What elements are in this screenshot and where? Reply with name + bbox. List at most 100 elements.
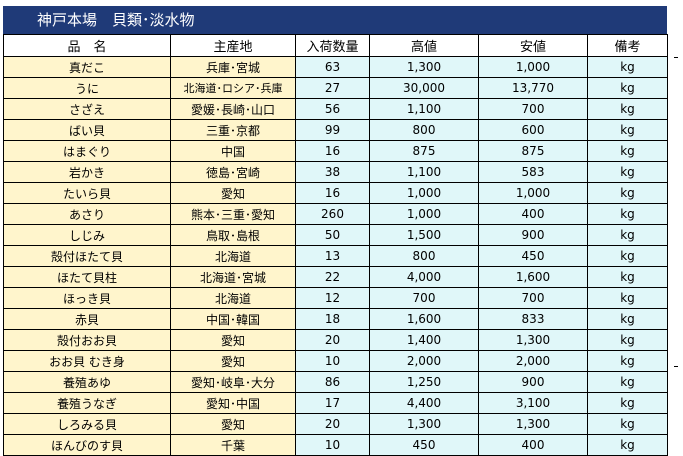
unit: kg bbox=[587, 392, 668, 414]
table-row: 殻付ほたて貝 北海道 13 800 450 kg bbox=[3, 245, 668, 267]
high-price: 4,000 bbox=[369, 266, 479, 288]
origin: 北海道･ロシア･兵庫 bbox=[170, 77, 296, 99]
product-name: ばい貝 bbox=[3, 119, 171, 141]
origin: 中国 bbox=[170, 140, 296, 162]
low-price: 13,770 bbox=[478, 77, 588, 99]
unit: kg bbox=[587, 140, 668, 162]
product-name: 岩かき bbox=[3, 161, 171, 183]
low-price: 1,000 bbox=[478, 182, 588, 204]
quantity: 56 bbox=[295, 98, 370, 120]
origin: 兵庫･宮城 bbox=[170, 56, 296, 78]
quantity: 38 bbox=[295, 161, 370, 183]
unit: kg bbox=[587, 182, 668, 204]
product-name: たいら貝 bbox=[3, 182, 171, 204]
product-name: おお貝 むき身 bbox=[3, 350, 171, 372]
origin: 愛知 bbox=[170, 182, 296, 204]
table-row: うに 北海道･ロシア･兵庫 27 30,000 13,770 kg bbox=[3, 77, 668, 99]
low-price: 900 bbox=[478, 371, 588, 393]
product-name: しじみ bbox=[3, 224, 171, 246]
product-name: しろみる貝 bbox=[3, 413, 171, 435]
unit: kg bbox=[587, 77, 668, 99]
column-header-origin: 主産地 bbox=[170, 34, 296, 57]
table-row: 養殖あゆ 愛知･岐阜･大分 86 1,250 900 kg bbox=[3, 371, 668, 393]
low-price: 833 bbox=[478, 308, 588, 330]
table-row: しじみ 鳥取･島根 50 1,500 900 kg bbox=[3, 224, 668, 246]
product-name: 養殖うなぎ bbox=[3, 392, 171, 414]
origin: 愛知 bbox=[170, 413, 296, 435]
product-name: ほっき貝 bbox=[3, 287, 171, 309]
unit: kg bbox=[587, 308, 668, 330]
low-price: 700 bbox=[478, 287, 588, 309]
table-row: 真だこ 兵庫･宮城 63 1,300 1,000 kg bbox=[3, 56, 668, 78]
quantity: 10 bbox=[295, 434, 370, 456]
quantity: 17 bbox=[295, 392, 370, 414]
origin: 中国･韓国 bbox=[170, 308, 296, 330]
origin: 愛知 bbox=[170, 350, 296, 372]
low-price: 700 bbox=[478, 98, 588, 120]
table-row: さざえ 愛媛･長崎･山口 56 1,100 700 kg bbox=[3, 98, 668, 120]
margin-tick bbox=[674, 57, 678, 58]
product-name: はまぐり bbox=[3, 140, 171, 162]
product-name: ほんびのす貝 bbox=[3, 434, 171, 456]
table-row: ほっき貝 北海道 12 700 700 kg bbox=[3, 287, 668, 309]
high-price: 1,100 bbox=[369, 161, 479, 183]
product-name: 真だこ bbox=[3, 56, 171, 78]
low-price: 400 bbox=[478, 434, 588, 456]
table-title: 神戸本場 貝類･淡水物 bbox=[3, 6, 667, 34]
high-price: 1,000 bbox=[369, 182, 479, 204]
quantity: 50 bbox=[295, 224, 370, 246]
unit: kg bbox=[587, 224, 668, 246]
low-price: 1,000 bbox=[478, 56, 588, 78]
quantity: 16 bbox=[295, 182, 370, 204]
low-price: 583 bbox=[478, 161, 588, 183]
origin: 愛知･岐阜･大分 bbox=[170, 371, 296, 393]
origin: 愛知 bbox=[170, 329, 296, 351]
unit: kg bbox=[587, 56, 668, 78]
column-header-remarks: 備考 bbox=[587, 34, 668, 57]
origin: 鳥取･島根 bbox=[170, 224, 296, 246]
unit: kg bbox=[587, 413, 668, 435]
high-price: 1,400 bbox=[369, 329, 479, 351]
high-price: 1,300 bbox=[369, 413, 479, 435]
product-name: あさり bbox=[3, 203, 171, 225]
unit: kg bbox=[587, 350, 668, 372]
high-price: 800 bbox=[369, 245, 479, 267]
low-price: 1,300 bbox=[478, 413, 588, 435]
low-price: 1,300 bbox=[478, 329, 588, 351]
origin: 北海道 bbox=[170, 245, 296, 267]
high-price: 1,600 bbox=[369, 308, 479, 330]
low-price: 2,000 bbox=[478, 350, 588, 372]
high-price: 875 bbox=[369, 140, 479, 162]
product-name: 養殖あゆ bbox=[3, 371, 171, 393]
high-price: 2,000 bbox=[369, 350, 479, 372]
unit: kg bbox=[587, 287, 668, 309]
origin: 千葉 bbox=[170, 434, 296, 456]
quantity: 260 bbox=[295, 203, 370, 225]
quantity: 86 bbox=[295, 371, 370, 393]
high-price: 800 bbox=[369, 119, 479, 141]
high-price: 1,500 bbox=[369, 224, 479, 246]
product-name: 赤貝 bbox=[3, 308, 171, 330]
table-row: たいら貝 愛知 16 1,000 1,000 kg bbox=[3, 182, 668, 204]
low-price: 600 bbox=[478, 119, 588, 141]
column-header-high-price: 高値 bbox=[369, 34, 479, 57]
origin: 三重･京都 bbox=[170, 119, 296, 141]
table-row: 殻付おお貝 愛知 20 1,400 1,300 kg bbox=[3, 329, 668, 351]
table-row: おお貝 むき身 愛知 10 2,000 2,000 kg bbox=[3, 350, 668, 372]
origin: 徳島･宮崎 bbox=[170, 161, 296, 183]
product-name: うに bbox=[3, 77, 171, 99]
table-row: しろみる貝 愛知 20 1,300 1,300 kg bbox=[3, 413, 668, 435]
table-row: はまぐり 中国 16 875 875 kg bbox=[3, 140, 668, 162]
price-table: 品 名 主産地 入荷数量 高値 安値 備考 真だこ 兵庫･宮城 63 1,300… bbox=[3, 34, 668, 456]
quantity: 13 bbox=[295, 245, 370, 267]
quantity: 20 bbox=[295, 413, 370, 435]
origin: 北海道･宮城 bbox=[170, 266, 296, 288]
low-price: 3,100 bbox=[478, 392, 588, 414]
table-row: 岩かき 徳島･宮崎 38 1,100 583 kg bbox=[3, 161, 668, 183]
price-table-frame: 神戸本場 貝類･淡水物 品 名 主産地 入荷数量 高値 安値 備考 真だこ 兵庫… bbox=[3, 6, 668, 456]
product-name: 殻付ほたて貝 bbox=[3, 245, 171, 267]
unit: kg bbox=[587, 245, 668, 267]
table-row: ばい貝 三重･京都 99 800 600 kg bbox=[3, 119, 668, 141]
low-price: 450 bbox=[478, 245, 588, 267]
unit: kg bbox=[587, 371, 668, 393]
